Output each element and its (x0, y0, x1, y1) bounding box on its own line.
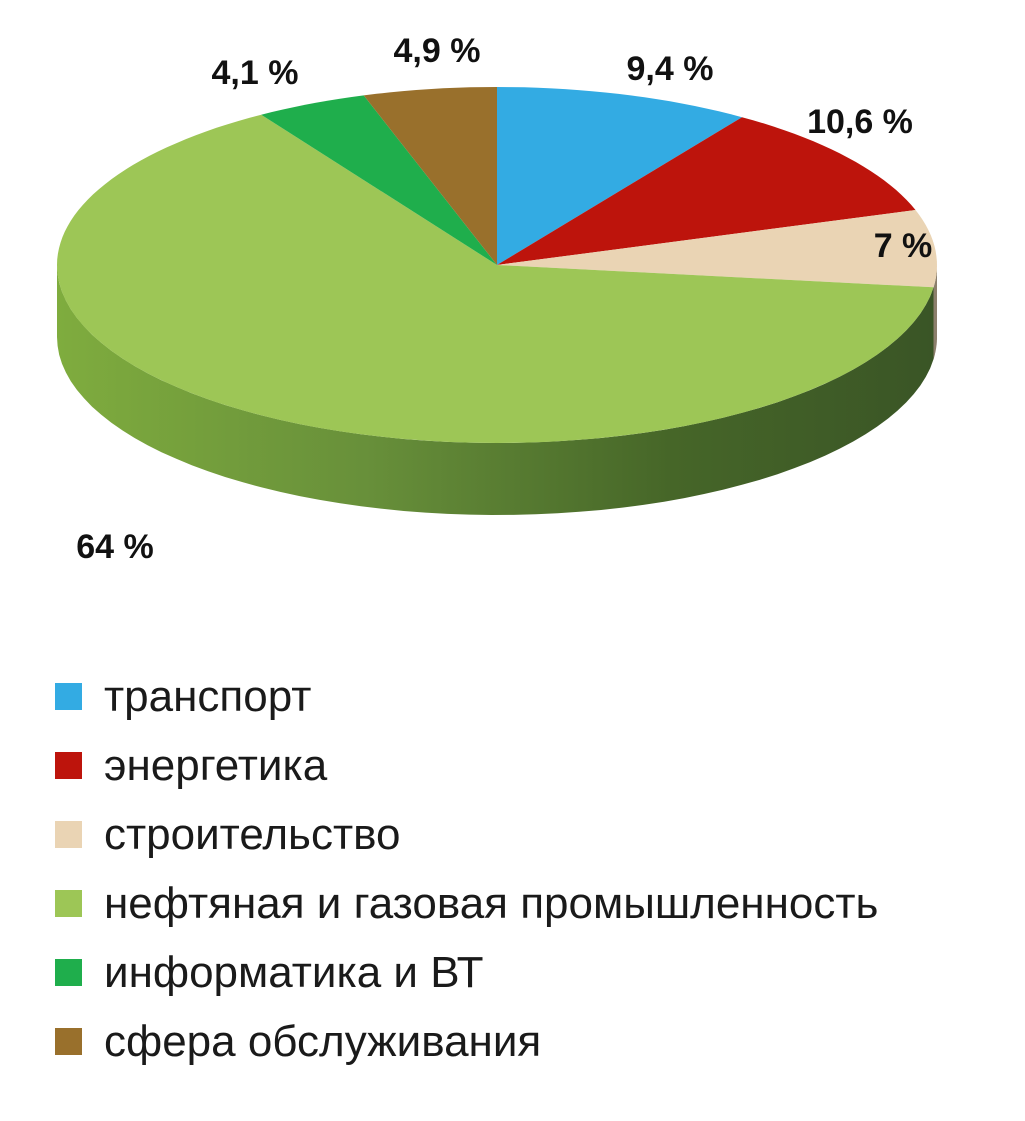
legend-swatch (55, 821, 82, 848)
pie-slice-6 (363, 87, 497, 265)
data-label-4: 64 % (76, 528, 154, 566)
legend-swatch (55, 1028, 82, 1055)
legend-swatch (55, 959, 82, 986)
legend-swatch (55, 890, 82, 917)
legend: транспорт энергетика строительство нефтяная… (55, 662, 1015, 1076)
legend-label: информатика и ВТ (104, 947, 484, 997)
legend-swatch (55, 683, 82, 710)
legend-item-6: сфера обслуживания (55, 1007, 1015, 1076)
legend-item-1: транспорт (55, 662, 1015, 731)
data-label-2: 10,6 % (807, 103, 913, 141)
legend-label: сфера обслуживания (104, 1016, 542, 1066)
pie-slice-2 (497, 117, 916, 265)
pie-slice-5 (261, 95, 497, 266)
legend-label: нефтяная и газовая промышленность (104, 878, 879, 928)
pie-slice-4 (57, 114, 934, 443)
pie-side-3 (933, 265, 937, 360)
data-label-6: 4,9 % (394, 32, 481, 70)
data-label-3: 7 % (874, 227, 933, 265)
legend-item-3: строительство (55, 800, 1015, 869)
pie-slice-1 (497, 87, 742, 265)
pie-chart: 9,4 % 10,6 % 7 % 64 % 4,1 % 4,9 % (57, 32, 937, 566)
legend-label: строительство (104, 809, 401, 859)
legend-label: энергетика (104, 740, 328, 790)
data-label-5: 4,1 % (212, 54, 299, 92)
legend-item-2: энергетика (55, 731, 1015, 800)
legend-item-4: нефтяная и газовая промышленность (55, 869, 1015, 938)
legend-item-5: информатика и ВТ (55, 938, 1015, 1007)
legend-label: транспорт (104, 671, 312, 721)
pie-slice-3 (497, 210, 937, 288)
legend-swatch (55, 752, 82, 779)
pie-side-4 (57, 265, 934, 515)
data-label-1: 9,4 % (627, 50, 714, 88)
